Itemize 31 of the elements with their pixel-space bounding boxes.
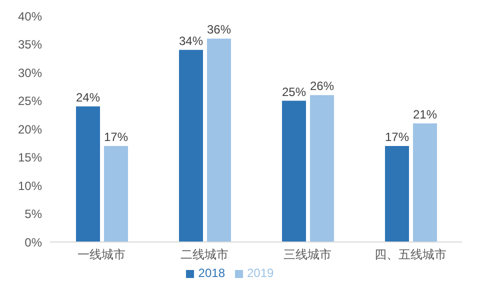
y-tick-label: 35% bbox=[18, 38, 42, 52]
data-label: 34% bbox=[178, 34, 204, 48]
bar bbox=[413, 123, 437, 242]
data-label: 17% bbox=[104, 130, 128, 144]
data-label: 24% bbox=[76, 90, 100, 104]
y-tick-label: 10% bbox=[18, 178, 42, 193]
data-label: 26% bbox=[310, 79, 334, 94]
x-tick-label: 三线城市 bbox=[284, 248, 332, 262]
y-tick-label: 40% bbox=[18, 9, 42, 24]
y-tick-label: 0% bbox=[24, 235, 42, 250]
bar bbox=[207, 38, 231, 242]
y-tick-label: 15% bbox=[18, 150, 42, 165]
bar bbox=[385, 146, 409, 242]
bar bbox=[179, 50, 203, 242]
x-tick-label: 一线城市 bbox=[78, 248, 126, 262]
y-tick-label: 25% bbox=[18, 94, 42, 108]
data-label: 17% bbox=[384, 130, 410, 144]
y-tick-label: 5% bbox=[24, 207, 42, 222]
bar bbox=[310, 95, 334, 242]
y-tick-label: 30% bbox=[18, 66, 42, 80]
data-label: 25% bbox=[282, 84, 306, 99]
bar bbox=[104, 146, 128, 242]
bar bbox=[76, 106, 100, 242]
y-tick-label: 20% bbox=[18, 122, 42, 136]
data-label: 21% bbox=[412, 107, 438, 122]
data-label: 36% bbox=[206, 22, 232, 37]
legend-label: 2018 bbox=[198, 266, 225, 280]
x-tick-label: 二线城市 bbox=[180, 248, 228, 262]
x-tick-label: 四、五线城市 bbox=[374, 248, 446, 262]
bar bbox=[282, 100, 306, 242]
legend-label: 2019 bbox=[247, 266, 274, 280]
